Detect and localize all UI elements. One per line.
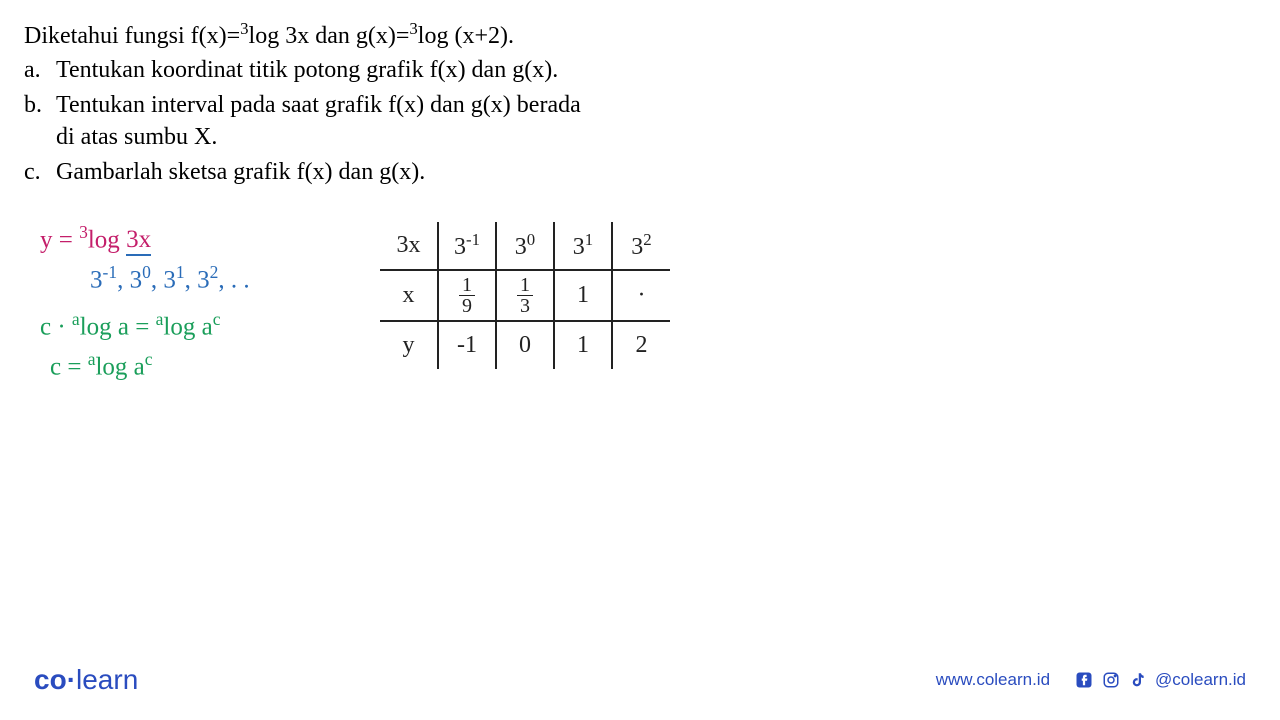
table-row: y -1 0 1 2	[380, 321, 670, 369]
values-table: 3x 3-1 30 31 32 x 19 13 1 · y -1 0 1 2	[380, 222, 670, 369]
table-header-cell: 3-1	[438, 222, 496, 270]
problem-intro: Diketahui fungsi f(x)=3log 3x dan g(x)=3…	[24, 18, 584, 52]
handwriting-line-1: y = 3log 3x	[40, 222, 250, 256]
tiktok-icon	[1128, 670, 1148, 690]
handwriting-line-4: c = alog ac	[50, 349, 250, 381]
table-cell: -1	[438, 321, 496, 369]
row-header-x: x	[380, 270, 438, 321]
instagram-icon	[1101, 670, 1121, 690]
facebook-icon	[1074, 670, 1094, 690]
handwriting-line-2: 3-1, 30, 31, 32, . .	[90, 262, 250, 294]
table-header-cell: 31	[554, 222, 612, 270]
item-marker-c: c.	[24, 156, 56, 188]
table-cell: 2	[612, 321, 670, 369]
footer: co·learn www.colearn.id @colearn.id	[0, 664, 1280, 696]
footer-url: www.colearn.id	[936, 670, 1050, 690]
table-header-cell: 30	[496, 222, 554, 270]
row-header-3x: 3x	[380, 222, 438, 270]
handwriting-line-3: c · alog a = alog ac	[40, 309, 250, 341]
item-content-b: Tentukan interval pada saat grafik f(x) …	[56, 89, 584, 154]
table-row: 3x 3-1 30 31 32	[380, 222, 670, 270]
table-cell: 0	[496, 321, 554, 369]
social-handle: @colearn.id	[1155, 670, 1246, 690]
table-cell: 13	[496, 270, 554, 321]
table-cell: 19	[438, 270, 496, 321]
table-cell: 1	[554, 270, 612, 321]
table-header-cell: 32	[612, 222, 670, 270]
item-content-c: Gambarlah sketsa grafik f(x) dan g(x).	[56, 156, 584, 188]
row-header-y: y	[380, 321, 438, 369]
table-cell: ·	[612, 270, 670, 321]
table-row: x 19 13 1 ·	[380, 270, 670, 321]
item-marker-b: b.	[24, 89, 56, 154]
item-marker-a: a.	[24, 54, 56, 86]
social-links: @colearn.id	[1074, 670, 1246, 690]
item-content-a: Tentukan koordinat titik potong grafik f…	[56, 54, 584, 86]
table-cell: 1	[554, 321, 612, 369]
brand-logo: co·learn	[34, 664, 138, 696]
